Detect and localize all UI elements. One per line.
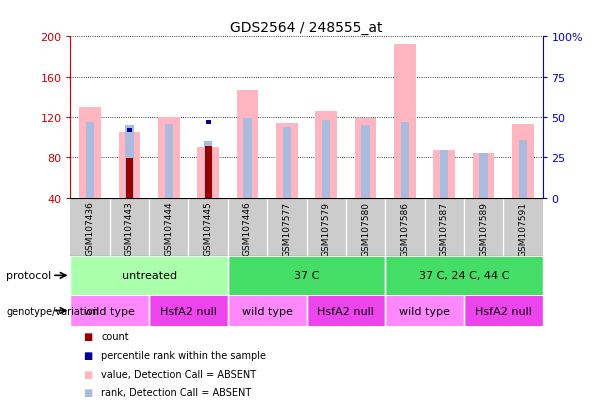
- Bar: [164, 125, 173, 198]
- Bar: [400, 123, 409, 198]
- Bar: [228, 256, 385, 295]
- Bar: [206, 121, 210, 125]
- Bar: [385, 295, 464, 326]
- Bar: [512, 125, 534, 198]
- Bar: [394, 45, 416, 198]
- Bar: [127, 128, 132, 133]
- Bar: [158, 118, 180, 198]
- Bar: [204, 142, 213, 198]
- Bar: [237, 90, 258, 198]
- Text: protocol: protocol: [6, 271, 51, 281]
- Bar: [243, 119, 252, 198]
- Text: ■: ■: [83, 332, 92, 342]
- Text: GSM107436: GSM107436: [86, 201, 94, 256]
- Bar: [479, 154, 488, 198]
- Title: GDS2564 / 248555_at: GDS2564 / 248555_at: [230, 21, 383, 35]
- Bar: [267, 198, 306, 256]
- Text: GSM107591: GSM107591: [519, 201, 527, 256]
- Bar: [149, 295, 228, 326]
- Bar: [205, 147, 211, 198]
- Bar: [361, 126, 370, 198]
- Bar: [464, 198, 503, 256]
- Bar: [385, 256, 543, 295]
- Bar: [503, 198, 543, 256]
- Text: wild type: wild type: [85, 306, 135, 316]
- Bar: [79, 108, 101, 198]
- Bar: [126, 159, 133, 198]
- Text: genotype/variation: genotype/variation: [6, 306, 99, 316]
- Text: wild type: wild type: [399, 306, 450, 316]
- Bar: [464, 295, 543, 326]
- Bar: [86, 123, 94, 198]
- Bar: [315, 112, 337, 198]
- Text: GSM107589: GSM107589: [479, 201, 488, 256]
- Bar: [125, 126, 134, 198]
- Text: value, Detection Call = ABSENT: value, Detection Call = ABSENT: [101, 369, 256, 379]
- Text: GSM107446: GSM107446: [243, 201, 252, 256]
- Bar: [228, 295, 306, 326]
- Bar: [306, 295, 385, 326]
- Bar: [197, 148, 219, 198]
- Bar: [433, 151, 455, 198]
- Bar: [228, 198, 267, 256]
- Bar: [519, 141, 527, 198]
- Bar: [385, 198, 424, 256]
- Text: GSM107445: GSM107445: [204, 201, 213, 256]
- Text: HsfA2 null: HsfA2 null: [474, 306, 531, 316]
- Bar: [110, 198, 149, 256]
- Text: untreated: untreated: [121, 271, 177, 281]
- Text: percentile rank within the sample: percentile rank within the sample: [101, 350, 266, 360]
- Bar: [276, 124, 298, 198]
- Text: ■: ■: [83, 350, 92, 360]
- Text: rank, Detection Call = ABSENT: rank, Detection Call = ABSENT: [101, 387, 251, 397]
- Text: 37 C, 24 C, 44 C: 37 C, 24 C, 44 C: [419, 271, 509, 281]
- Bar: [322, 121, 330, 198]
- Bar: [440, 151, 449, 198]
- Bar: [306, 198, 346, 256]
- Bar: [70, 295, 149, 326]
- Text: GSM107443: GSM107443: [125, 201, 134, 256]
- Text: HsfA2 null: HsfA2 null: [318, 306, 375, 316]
- Text: GSM107579: GSM107579: [322, 201, 330, 256]
- Bar: [424, 198, 464, 256]
- Bar: [70, 256, 228, 295]
- Text: ■: ■: [83, 387, 92, 397]
- Bar: [346, 198, 385, 256]
- Text: GSM107580: GSM107580: [361, 201, 370, 256]
- Text: HsfA2 null: HsfA2 null: [160, 306, 217, 316]
- Text: wild type: wild type: [242, 306, 292, 316]
- Text: GSM107577: GSM107577: [283, 201, 291, 256]
- Bar: [149, 198, 189, 256]
- Bar: [283, 128, 291, 198]
- Bar: [189, 198, 228, 256]
- Bar: [119, 133, 140, 198]
- Text: GSM107587: GSM107587: [440, 201, 449, 256]
- Text: ■: ■: [83, 369, 92, 379]
- Bar: [70, 198, 110, 256]
- Text: 37 C: 37 C: [294, 271, 319, 281]
- Text: GSM107444: GSM107444: [164, 201, 173, 256]
- Bar: [355, 119, 376, 198]
- Bar: [473, 154, 494, 198]
- Text: GSM107586: GSM107586: [400, 201, 409, 256]
- Text: count: count: [101, 332, 129, 342]
